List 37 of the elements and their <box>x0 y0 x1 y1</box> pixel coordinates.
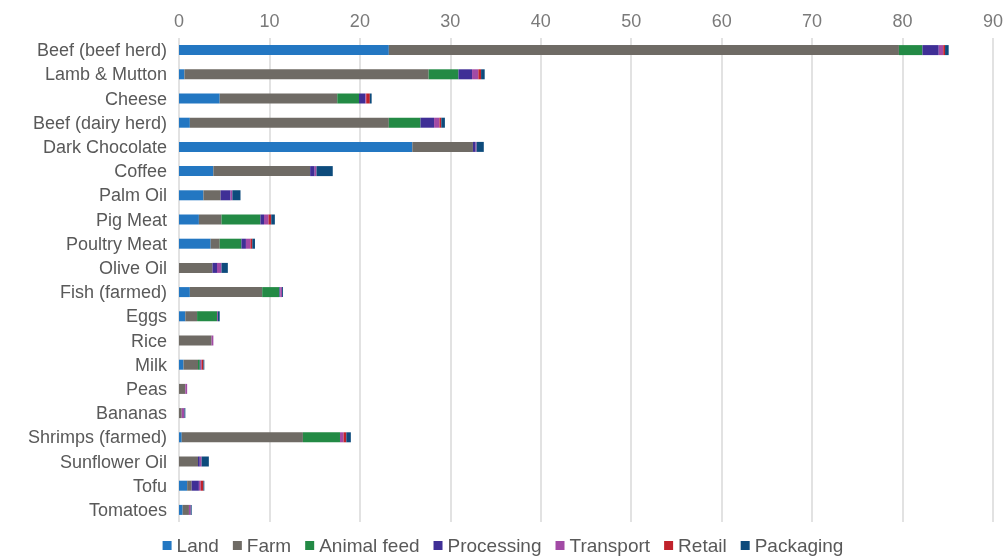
x-tick-label: 0 <box>173 11 185 31</box>
x-tick-label: 70 <box>802 11 823 31</box>
legend-label: Retail <box>678 535 727 556</box>
x-tick-label: 50 <box>621 11 642 31</box>
x-tick-label: 10 <box>259 11 280 31</box>
y-tick-label: Olive Oil <box>98 257 167 278</box>
y-tick-label: Shrimps (farmed) <box>27 427 167 448</box>
y-tick-label: Cheese <box>104 88 167 109</box>
y-tick-label: Dark Chocolate <box>42 136 167 157</box>
x-tick-label: 40 <box>530 11 551 31</box>
legend-label: Animal feed <box>319 535 420 556</box>
y-tick-label: Tomatoes <box>88 499 167 520</box>
legend-label: Land <box>176 535 219 556</box>
x-tick-label: 60 <box>711 11 732 31</box>
y-tick-label: Bananas <box>95 403 167 424</box>
y-tick-label: Beef (dairy herd) <box>32 112 167 133</box>
legend-label: Transport <box>569 535 651 556</box>
y-tick-label: Milk <box>135 354 168 375</box>
y-tick-label: Lamb & Mutton <box>44 64 167 85</box>
y-tick-label: Rice <box>130 330 167 351</box>
x-tick-label: 30 <box>440 11 461 31</box>
y-tick-label: Pig Meat <box>95 209 167 230</box>
y-tick-label: Poultry Meat <box>65 233 167 254</box>
x-tick-label: 90 <box>982 11 1003 31</box>
y-tick-label: Coffee <box>114 161 167 182</box>
y-tick-label: Sunflower Oil <box>59 451 167 472</box>
legend-label: Processing <box>447 535 542 556</box>
legend-label: Packaging <box>754 535 844 556</box>
x-tick-label: 20 <box>349 11 370 31</box>
x-tick-label: 80 <box>892 11 913 31</box>
y-tick-label: Fish (farmed) <box>59 282 167 303</box>
y-tick-label: Eggs <box>125 306 167 327</box>
y-tick-label: Peas <box>125 378 167 399</box>
y-tick-label: Palm Oil <box>98 185 167 206</box>
legend-label: Farm <box>246 535 292 556</box>
y-tick-label: Tofu <box>132 475 167 496</box>
y-tick-label: Beef (beef herd) <box>36 40 167 61</box>
